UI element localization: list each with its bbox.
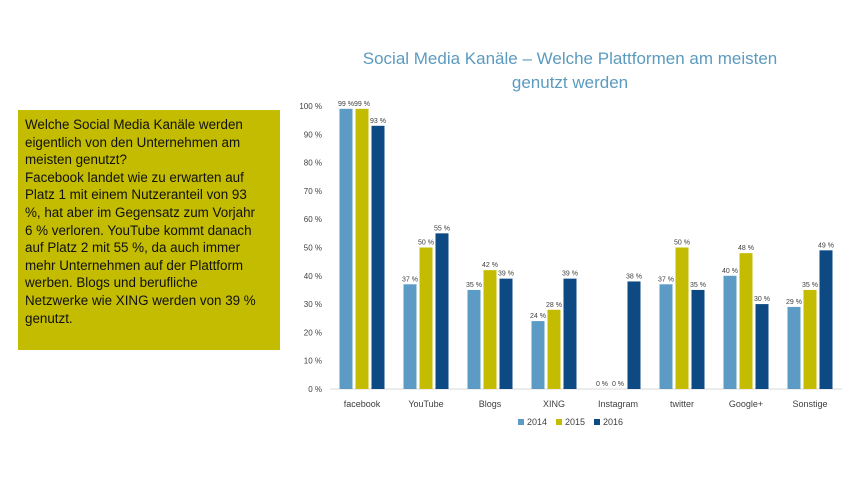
bar bbox=[675, 247, 689, 389]
y-tick-label: 100 % bbox=[299, 102, 322, 111]
x-tick-label: twitter bbox=[670, 399, 694, 409]
data-label: 0 % bbox=[596, 381, 608, 388]
bar bbox=[691, 289, 705, 389]
y-tick-label: 10 % bbox=[304, 357, 322, 366]
bar bbox=[659, 284, 673, 389]
text-line: 6 % verloren. YouTube kommt danach bbox=[25, 222, 252, 238]
bar bbox=[371, 125, 385, 389]
data-label: 93 % bbox=[370, 118, 386, 125]
description-text-box: Welche Social Media Kanäle werden eigent… bbox=[18, 110, 280, 350]
data-label: 49 % bbox=[818, 242, 834, 249]
bar bbox=[627, 281, 641, 389]
text-line: meisten genutzt? bbox=[25, 152, 127, 168]
data-label: 39 % bbox=[498, 271, 514, 278]
bar bbox=[355, 108, 369, 389]
data-label: 55 % bbox=[434, 225, 450, 232]
data-label: 99 % bbox=[354, 101, 370, 108]
chart-title-line-2: genutzt werden bbox=[511, 73, 629, 92]
data-label: 40 % bbox=[722, 268, 738, 275]
x-tick-label: YouTube bbox=[408, 399, 443, 409]
data-label: 29 % bbox=[786, 299, 802, 306]
data-label: 99 % bbox=[338, 101, 354, 108]
bar bbox=[723, 275, 737, 389]
data-label: 48 % bbox=[738, 245, 754, 252]
bar bbox=[339, 108, 353, 389]
text-line: Welche Social Media Kanäle werden bbox=[25, 117, 243, 132]
data-label: 39 % bbox=[562, 271, 578, 278]
data-label: 30 % bbox=[754, 296, 770, 303]
bar bbox=[419, 247, 433, 389]
data-label: 42 % bbox=[482, 262, 498, 269]
bar bbox=[803, 289, 817, 389]
data-label: 35 % bbox=[802, 282, 818, 289]
bar bbox=[755, 304, 769, 389]
x-tick-label: Instagram bbox=[598, 399, 638, 409]
x-tick-label: Sonstige bbox=[792, 399, 827, 409]
bar bbox=[563, 278, 577, 389]
bar bbox=[499, 278, 513, 389]
x-tick-label: Blogs bbox=[479, 399, 502, 409]
x-tick-label: facebook bbox=[344, 399, 381, 409]
text-line: Platz 1 mit einem Nutzeranteil von 93 bbox=[25, 187, 247, 203]
bar bbox=[547, 309, 561, 389]
data-label: 24 % bbox=[530, 313, 546, 320]
y-tick-label: 20 % bbox=[304, 328, 322, 337]
bar bbox=[467, 289, 481, 389]
chart-title: Social Media Kanäle – Welche Plattformen… bbox=[330, 47, 810, 95]
data-label: 0 % bbox=[612, 381, 624, 388]
text-line: genutzt. bbox=[25, 310, 73, 326]
chart-title-line-1: Social Media Kanäle – Welche Plattformen… bbox=[362, 49, 778, 68]
x-tick-label: Google+ bbox=[729, 399, 763, 409]
y-tick-label: 70 % bbox=[304, 187, 322, 196]
text-line: Netzwerke wie XING werden von 39 % bbox=[25, 292, 256, 308]
data-label: 37 % bbox=[658, 276, 674, 283]
text-line: werben. Blogs und berufliche bbox=[25, 275, 198, 291]
legend-swatch bbox=[556, 419, 562, 425]
legend-label: 2014 bbox=[527, 417, 547, 427]
y-tick-label: 30 % bbox=[304, 300, 322, 309]
data-label: 50 % bbox=[418, 240, 434, 247]
bar bbox=[819, 250, 833, 389]
text-line: Facebook landet wie zu erwarten auf bbox=[25, 169, 244, 185]
legend-label: 2015 bbox=[565, 417, 585, 427]
data-label: 37 % bbox=[402, 276, 418, 283]
y-tick-label: 90 % bbox=[304, 130, 322, 139]
bar bbox=[483, 270, 497, 389]
text-line: eigentlich von den Unternehmen am bbox=[25, 134, 241, 150]
bar bbox=[739, 253, 753, 389]
y-tick-label: 60 % bbox=[304, 215, 322, 224]
text-line: mehr Unternehmen auf der Plattform bbox=[25, 257, 244, 273]
data-label: 35 % bbox=[690, 282, 706, 289]
x-tick-label: XING bbox=[543, 399, 565, 409]
y-tick-label: 0 % bbox=[308, 385, 322, 394]
data-label: 35 % bbox=[466, 282, 482, 289]
data-label: 38 % bbox=[626, 273, 642, 280]
legend-swatch bbox=[594, 419, 600, 425]
bar bbox=[403, 284, 417, 389]
y-tick-label: 80 % bbox=[304, 159, 322, 168]
text-line: auf Platz 2 mit 55 %, da auch immer bbox=[25, 240, 241, 256]
legend-label: 2016 bbox=[603, 417, 623, 427]
data-label: 28 % bbox=[546, 302, 562, 309]
data-label: 50 % bbox=[674, 240, 690, 247]
text-line: %, hat aber im Gegensatz zum Vorjahr bbox=[25, 204, 255, 220]
bar bbox=[435, 233, 449, 389]
y-tick-label: 50 % bbox=[304, 244, 322, 253]
bar bbox=[531, 321, 545, 389]
bar bbox=[787, 306, 801, 389]
y-tick-label: 40 % bbox=[304, 272, 322, 281]
legend-swatch bbox=[518, 419, 524, 425]
